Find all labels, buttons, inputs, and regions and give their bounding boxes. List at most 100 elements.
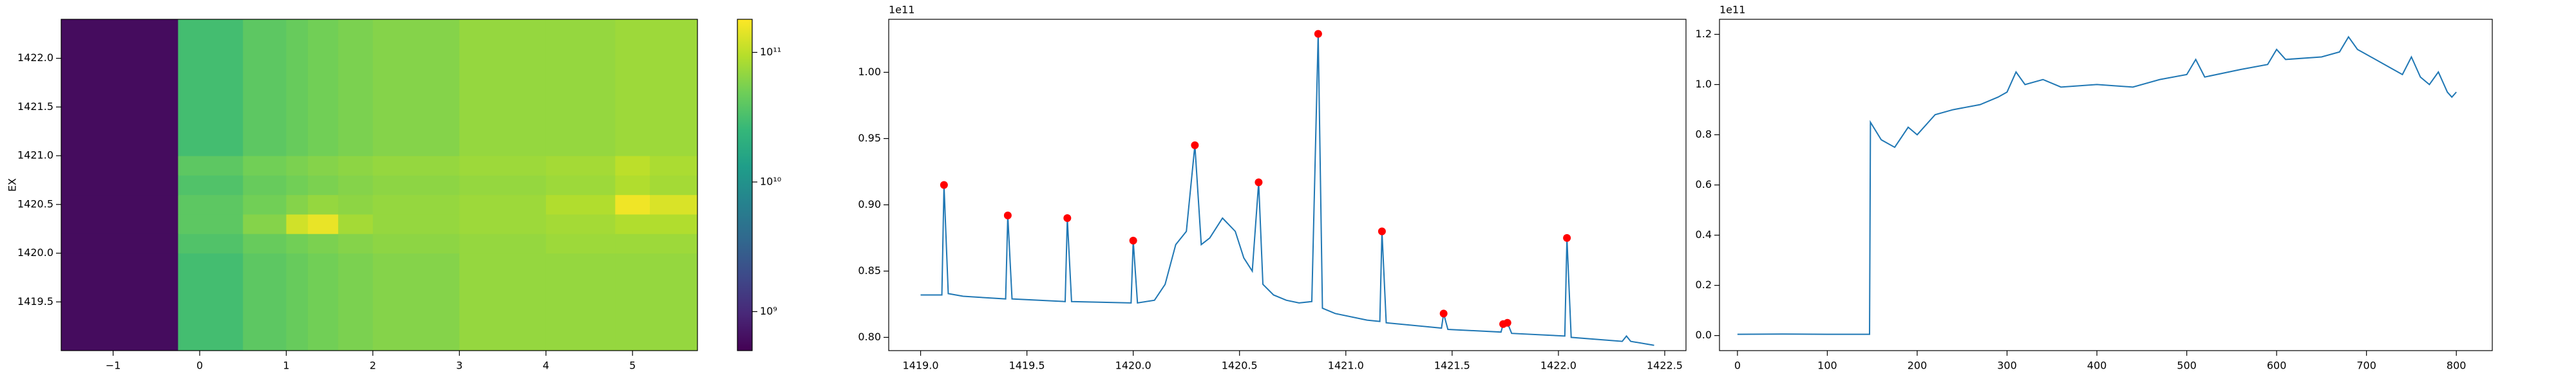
x-tick-label: 5 xyxy=(629,360,636,372)
heat-cell xyxy=(243,19,287,156)
heat-cell xyxy=(286,253,308,351)
heat-cell xyxy=(286,234,308,254)
peak-marker xyxy=(1439,309,1448,318)
x-tick-label: 1422.0 xyxy=(1540,360,1577,372)
heat-cell xyxy=(459,214,547,234)
peak-marker xyxy=(1314,30,1322,38)
x-tick-label: 1421.5 xyxy=(1434,360,1470,372)
heat-cell xyxy=(286,19,308,156)
x-tick-label: 300 xyxy=(1997,360,2017,372)
heat-cell xyxy=(61,214,178,234)
heat-cell xyxy=(459,194,547,215)
heat-cell xyxy=(372,234,460,254)
heat-cell xyxy=(178,156,243,176)
heat-cell xyxy=(615,234,650,254)
heat-cell xyxy=(61,194,178,215)
x-tick-label: 2 xyxy=(370,360,376,372)
peak-marker xyxy=(1129,237,1137,245)
heat-cell xyxy=(61,253,178,351)
heat-cell xyxy=(545,253,616,351)
heat-cell xyxy=(650,194,698,215)
heat-cell xyxy=(178,175,243,196)
heat-cell xyxy=(615,253,650,351)
heat-cell xyxy=(650,253,698,351)
y-tick-label: 0.0 xyxy=(1696,329,1712,341)
y-tick-label: 1.2 xyxy=(1696,28,1712,40)
colorbar-tick-label: 10⁹ xyxy=(760,305,777,317)
heat-cell xyxy=(61,175,178,196)
heat-cell xyxy=(650,234,698,254)
x-tick-label: 1420.0 xyxy=(1115,360,1151,372)
heat-cell xyxy=(308,214,339,234)
heat-cell xyxy=(650,175,698,196)
heat-cell xyxy=(243,214,287,234)
heat-cell xyxy=(178,214,243,234)
x-tick-label: 1419.5 xyxy=(1009,360,1045,372)
heat-cell xyxy=(61,156,178,176)
heat-cell xyxy=(650,19,698,156)
x-tick-label: 400 xyxy=(2087,360,2107,372)
heat-cell xyxy=(615,194,650,215)
heat-cell xyxy=(243,234,287,254)
heat-cell xyxy=(308,156,339,176)
heat-cell xyxy=(338,156,374,176)
heat-cell xyxy=(372,175,460,196)
heat-cell xyxy=(372,19,460,156)
y-tick-label: 1420.0 xyxy=(17,246,53,259)
y-tick-label: 0.95 xyxy=(858,132,881,144)
y-axis-label: EX xyxy=(6,178,19,192)
colorbar-tick-label: 10¹¹ xyxy=(760,46,781,58)
heat-cell xyxy=(338,253,374,351)
x-tick-label: 1420.5 xyxy=(1222,360,1258,372)
y-tick-label: 1.0 xyxy=(1696,78,1712,90)
x-tick-label: 200 xyxy=(1908,360,1927,372)
x-tick-label: 1422.5 xyxy=(1647,360,1683,372)
peak-marker xyxy=(1563,234,1571,242)
heat-cell xyxy=(545,234,616,254)
heat-cell xyxy=(545,19,616,156)
heat-cell xyxy=(178,253,243,351)
heat-cell xyxy=(243,175,287,196)
heat-cell xyxy=(308,234,339,254)
y-tick-label: 0.85 xyxy=(858,264,881,277)
heat-cell xyxy=(338,19,374,156)
heat-cell xyxy=(243,156,287,176)
heat-cell xyxy=(243,253,287,351)
peak-marker xyxy=(1503,318,1511,327)
heat-cell xyxy=(286,214,308,234)
line xyxy=(1737,35,2457,335)
y-tick-label: 0.8 xyxy=(1696,128,1712,140)
peak-marker xyxy=(1003,211,1012,219)
x-tick-label: 0 xyxy=(196,360,203,372)
heat-cell xyxy=(286,175,308,196)
heat-cell xyxy=(338,214,374,234)
peak-marker xyxy=(1191,141,1199,149)
heat-cell xyxy=(615,175,650,196)
offset-text: 1e11 xyxy=(1719,4,1745,16)
line xyxy=(920,33,1654,346)
heat-cell xyxy=(650,156,698,176)
heat-cell xyxy=(178,19,243,156)
colorbar xyxy=(737,19,753,351)
heat-cell xyxy=(372,194,460,215)
y-tick-label: 1419.5 xyxy=(17,295,53,308)
heat-cell xyxy=(372,156,460,176)
peak-marker xyxy=(940,181,948,189)
heat-cell xyxy=(650,214,698,234)
x-tick-label: 0 xyxy=(1734,360,1741,372)
heat-cell xyxy=(286,194,308,215)
heat-cell xyxy=(372,214,460,234)
colorbar-tick-label: 10¹⁰ xyxy=(760,175,781,187)
heat-cell xyxy=(178,234,243,254)
axes-frame xyxy=(61,19,698,351)
x-tick-label: −1 xyxy=(106,360,121,372)
y-tick-label: 0.90 xyxy=(858,198,881,210)
x-tick-label: 500 xyxy=(2177,360,2197,372)
heat-cell xyxy=(545,194,616,215)
heat-cell xyxy=(545,156,616,176)
x-tick-label: 3 xyxy=(456,360,462,372)
y-tick-label: 1421.5 xyxy=(17,100,53,113)
y-tick-label: 0.4 xyxy=(1696,228,1712,241)
heat-cell xyxy=(243,194,287,215)
